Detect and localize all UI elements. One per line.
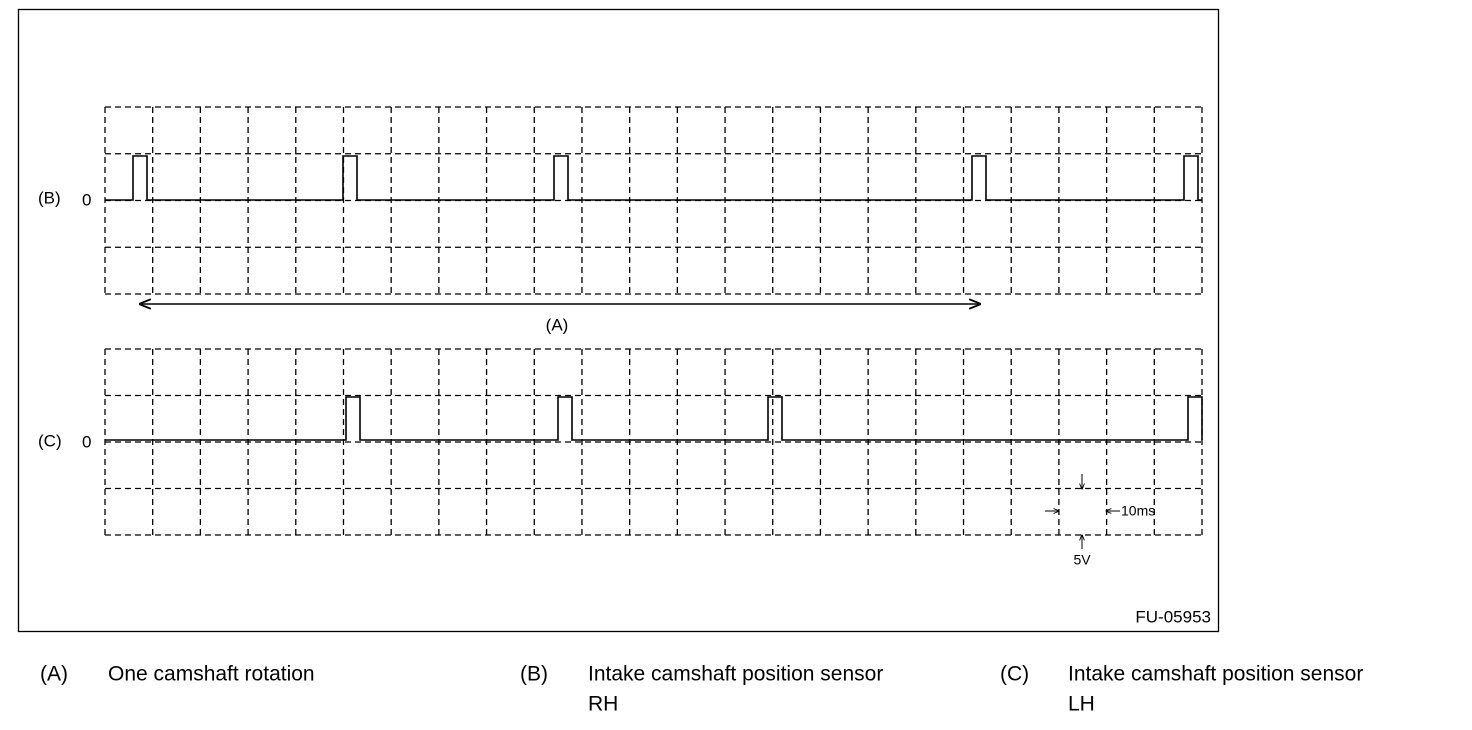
waveform bbox=[105, 155, 1202, 201]
legend-text: LH bbox=[1068, 693, 1095, 716]
span-label: (A) bbox=[546, 315, 569, 334]
waveform bbox=[105, 396, 1203, 441]
legend-text: Intake camshaft position sensor bbox=[588, 663, 883, 686]
legend-key: (A) bbox=[40, 663, 68, 686]
time-scale: 10ms bbox=[1121, 503, 1155, 519]
figure-id: FU-05953 bbox=[1135, 607, 1211, 626]
zero-label: 0 bbox=[82, 190, 91, 209]
legend: (A) One camshaft rotation (B) Intake camsha… bbox=[40, 663, 1363, 716]
trace-label: (C) bbox=[38, 431, 62, 450]
zero-label: 0 bbox=[82, 432, 91, 451]
waveforms bbox=[105, 155, 1203, 441]
legend-text: One camshaft rotation bbox=[108, 663, 315, 686]
legend-text: RH bbox=[588, 693, 618, 716]
trace-label: (B) bbox=[38, 188, 61, 207]
legend-key: (B) bbox=[520, 663, 548, 686]
grids bbox=[104, 106, 1203, 536]
legend-text: Intake camshaft position sensor bbox=[1068, 663, 1363, 686]
legend-key: (C) bbox=[1000, 663, 1029, 686]
frame bbox=[17, 8, 1220, 633]
volt-scale: 5V bbox=[1073, 552, 1091, 568]
